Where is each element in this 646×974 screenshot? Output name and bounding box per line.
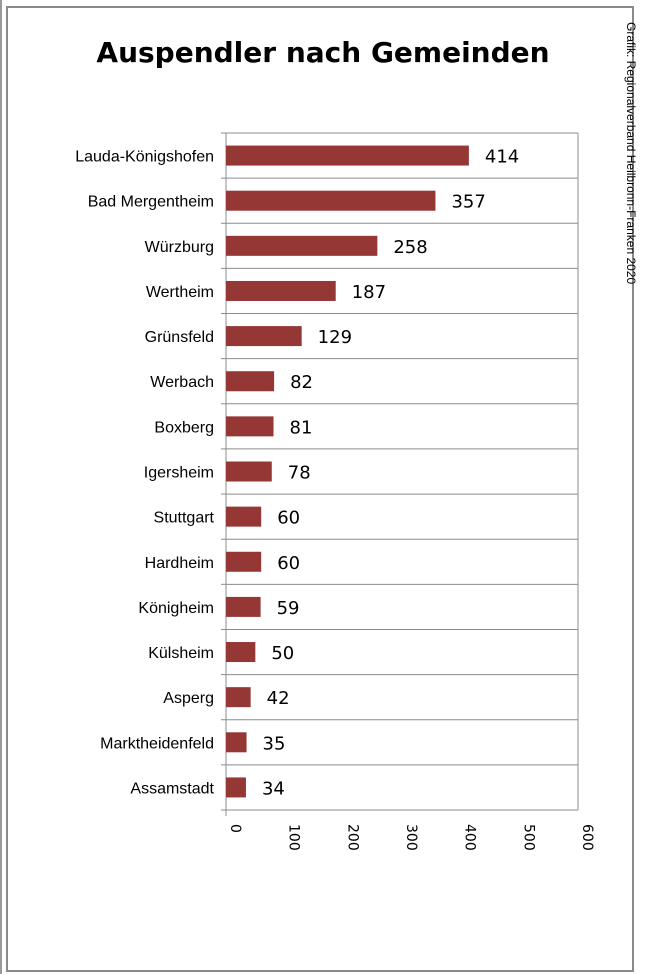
category-label: Boxberg (154, 419, 214, 436)
category-label: Lauda-Königshofen (75, 149, 214, 166)
data-label: 78 (288, 463, 311, 484)
category-label: Külsheim (148, 645, 214, 662)
data-label: 414 (485, 147, 519, 168)
category-label: Würzburg (145, 239, 214, 256)
frame-left-edge (0, 0, 2, 974)
category-label: Bad Mergentheim (88, 194, 214, 211)
x-tick-label: 300 (403, 824, 419, 851)
bar (226, 506, 262, 527)
chart-title: Auspendler nach Gemeinden (96, 36, 549, 69)
category-labels: Lauda-Königshofen Bad Mergentheim Würzburg… (75, 149, 214, 798)
value-labels: 414 357 258 187 129 82 81 78 60 60 59 50 42 35 34 (262, 147, 519, 800)
data-label: 42 (267, 688, 290, 709)
category-label: Stuttgart (154, 510, 215, 527)
data-label: 357 (451, 192, 485, 213)
bar (226, 280, 336, 301)
category-label: Igersheim (144, 465, 214, 482)
chart-frame (6, 6, 634, 972)
data-label: 258 (393, 237, 427, 258)
category-label: Asperg (163, 690, 214, 707)
bar (226, 326, 302, 347)
data-label: 60 (277, 508, 300, 529)
bar (226, 461, 272, 482)
bar (226, 235, 378, 256)
x-tick-label: 0 (227, 824, 243, 833)
data-label: 187 (352, 282, 386, 303)
bar (226, 551, 262, 572)
bar (226, 190, 436, 211)
bar (226, 642, 256, 663)
data-label: 81 (290, 417, 313, 438)
category-label: Werbach (150, 374, 214, 391)
bar (226, 416, 274, 437)
category-label: Wertheim (146, 284, 214, 301)
data-label: 34 (262, 778, 285, 799)
data-label: 60 (277, 553, 300, 574)
data-label: 82 (290, 372, 313, 393)
x-tick-label: 500 (520, 824, 536, 851)
bar (226, 145, 469, 166)
data-label: 129 (318, 327, 352, 348)
category-label: Marktheidenfeld (100, 735, 214, 752)
bars (226, 145, 469, 798)
x-tick-labels: 0 100 200 300 400 500 600 (227, 824, 595, 851)
category-label: Grünsfeld (145, 329, 214, 346)
category-label: Assamstadt (130, 780, 214, 797)
bar (226, 732, 247, 753)
bar (226, 371, 275, 392)
x-tick-label: 200 (344, 824, 360, 851)
bar (226, 777, 246, 798)
bar (226, 687, 251, 708)
x-tick-label: 400 (462, 824, 478, 851)
category-label: Hardheim (145, 555, 214, 572)
data-label: 59 (277, 598, 300, 619)
grid-lines (221, 132, 579, 816)
chart-credit: Grafik: Regionalverband Heilbronn-Franke… (624, 22, 638, 284)
data-label: 35 (263, 733, 286, 754)
data-label: 50 (271, 643, 294, 664)
x-tick-label: 600 (579, 824, 595, 851)
category-label: Königheim (138, 600, 214, 617)
bar (226, 596, 261, 617)
x-tick-label: 100 (286, 824, 302, 851)
